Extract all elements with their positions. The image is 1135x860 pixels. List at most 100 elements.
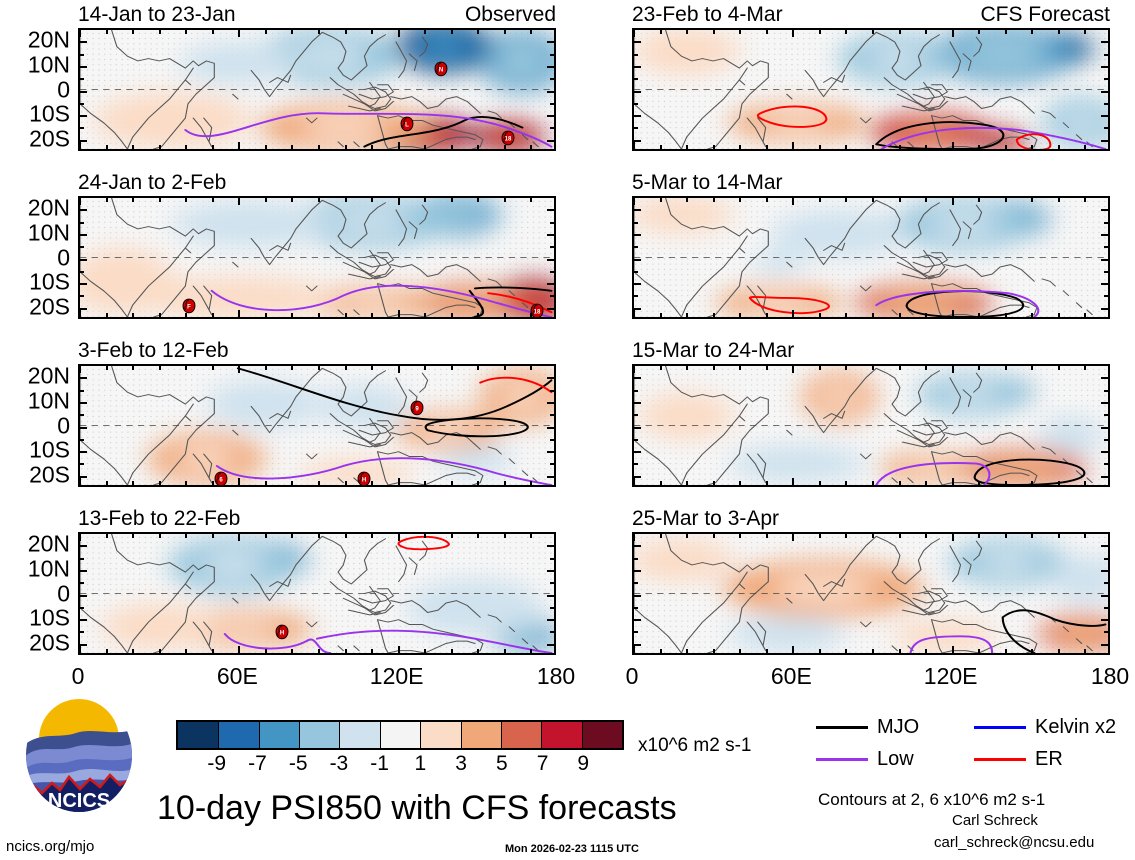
colorbar-tick-label: -3	[329, 752, 349, 775]
map-plot-area: H	[78, 532, 556, 655]
contour-mjo	[236, 367, 553, 438]
panel-period-label: 23-Feb to 4-Mar	[632, 3, 783, 26]
colorbar-swatch	[339, 722, 380, 748]
legend-item-low: Low	[816, 748, 914, 771]
map-plot-area	[632, 364, 1110, 487]
svg-text:N: N	[439, 68, 443, 74]
anomaly-shading	[80, 198, 554, 317]
coastlines	[634, 366, 1093, 485]
storm-marker: 6	[214, 471, 228, 485]
ncics-logo: NCICS	[24, 697, 134, 817]
legend-label: Low	[877, 748, 914, 770]
panel-period-label: 25-Mar to 3-Apr	[632, 507, 780, 530]
y-tick-label: 20N	[27, 26, 70, 53]
y-axis-labels: 20N 10N 0 10S 20S	[2, 26, 78, 152]
storm-marker: L	[400, 116, 414, 131]
logo-text: NCICS	[48, 790, 110, 812]
y-tick-label: 10N	[27, 387, 70, 414]
y-tick-label: 10N	[27, 219, 70, 246]
y-tick-label: 20N	[27, 530, 70, 557]
x-axis-labels: 0 60E 120E 180	[72, 655, 576, 693]
panel-period-label: 13-Feb to 22-Feb	[78, 507, 241, 530]
contour-low	[210, 284, 553, 317]
x-tick-label: 60E	[216, 663, 258, 689]
storm-marker: 18	[530, 303, 544, 317]
contour-er	[397, 535, 450, 551]
contour-er	[748, 295, 831, 315]
contour-er	[479, 376, 553, 394]
y-tick-label: 10N	[27, 555, 70, 582]
figure-title: 10-day PSI850 with CFS forecasts	[157, 789, 677, 827]
colorbar-tick-label: 7	[536, 752, 549, 775]
colorbar-swatch	[218, 722, 259, 748]
panel-column-header: Observed	[464, 3, 556, 26]
contour-er	[756, 105, 1052, 149]
svg-text:H: H	[362, 478, 366, 484]
y-axis-labels: 20N 10N 0 10S 20S	[2, 195, 78, 319]
colorbar-swatch	[379, 722, 421, 748]
storm-marker: N	[434, 62, 448, 77]
colorbar-tick-label: -5	[288, 752, 308, 775]
timestamp: Mon 2026-02-23 1115 UTC	[505, 843, 639, 855]
contour-low	[875, 462, 991, 485]
colorbar-swatch	[299, 722, 340, 748]
map-panel: 25-Mar to 3-Apr 0 60E 120E 180	[626, 507, 1130, 689]
contour-low	[223, 629, 553, 653]
svg-text:9: 9	[416, 406, 420, 412]
map-panel: 24-Jan to 2-Feb 20N 10N 0 10S 20S F 18	[28, 171, 556, 319]
map-plot-area	[632, 28, 1110, 151]
y-axis-labels: 20N 10N 0 10S 20S	[2, 363, 78, 488]
wave-contours	[875, 458, 1086, 485]
y-tick-label: 0	[57, 412, 70, 438]
y-tick-label: 10S	[29, 436, 70, 463]
y-tick-label: 0	[57, 244, 70, 270]
author-name: Carl Schreck	[952, 812, 1038, 829]
colorbar	[176, 720, 624, 750]
panel-period-label: 15-Mar to 24-Mar	[632, 339, 795, 362]
y-tick-label: 10S	[29, 604, 70, 631]
colorbar-tick-label: -1	[370, 752, 389, 775]
map-panel: 13-Feb to 22-Feb 20N 10N 0 10S 20S 0 60E 120E 180…	[28, 507, 575, 689]
x-tick-label: 180	[536, 663, 576, 689]
site-url[interactable]: ncics.org/mjo	[6, 838, 95, 855]
colorbar-swatch	[500, 722, 542, 748]
map-plot-area: N L 18	[78, 28, 556, 151]
svg-text:18: 18	[504, 137, 511, 143]
y-tick-label: 0	[57, 76, 70, 102]
wave-contours	[756, 105, 1107, 149]
anomaly-shading	[634, 538, 1108, 653]
legend-line-swatch	[816, 726, 868, 729]
panel-period-label: 24-Jan to 2-Feb	[78, 171, 227, 194]
map-panel: 23-Feb to 4-Mar CFS Forecast	[632, 3, 1110, 151]
x-axis-labels: 0 60E 120E 180	[626, 655, 1130, 693]
contour-low	[875, 290, 1040, 317]
y-tick-label: 20S	[29, 461, 70, 488]
y-axis-labels: 20N 10N 0 10S 20S	[2, 530, 78, 655]
panel-period-label: 14-Jan to 23-Jan	[78, 3, 236, 26]
x-tick-label: 0	[625, 663, 639, 689]
contour-low	[215, 457, 553, 485]
coastlines	[634, 198, 1093, 317]
map-panel: 5-Mar to 14-Mar	[632, 171, 1110, 319]
svg-text:L: L	[405, 122, 409, 128]
coastlines	[80, 366, 539, 485]
legend-item-er: ER	[974, 748, 1063, 771]
storm-marker: 18	[501, 130, 515, 146]
storm-marker: 9	[410, 400, 424, 416]
svg-text:18: 18	[533, 310, 540, 316]
colorbar-tick-label: 1	[414, 752, 427, 775]
contour-er	[487, 292, 553, 314]
storm-marker: F	[182, 298, 196, 314]
map-panel: 3-Feb to 12-Feb 20N 10N 0 10S 20S 6 H 9	[28, 339, 556, 487]
panel-period-label: 5-Mar to 14-Mar	[632, 171, 783, 194]
coastlines	[80, 198, 539, 317]
anomaly-shading	[634, 198, 1048, 317]
y-tick-label: 10S	[29, 100, 70, 127]
legend-label: Kelvin x2	[1035, 716, 1117, 738]
y-tick-label: 20S	[29, 125, 70, 152]
y-tick-label: 0	[57, 580, 70, 606]
legend-line-swatch	[974, 758, 1026, 761]
contour-note: Contours at 2, 6 x10^6 m2 s-1	[818, 790, 1046, 809]
contour-mjo	[973, 458, 1086, 485]
colorbar-swatch	[420, 722, 461, 748]
